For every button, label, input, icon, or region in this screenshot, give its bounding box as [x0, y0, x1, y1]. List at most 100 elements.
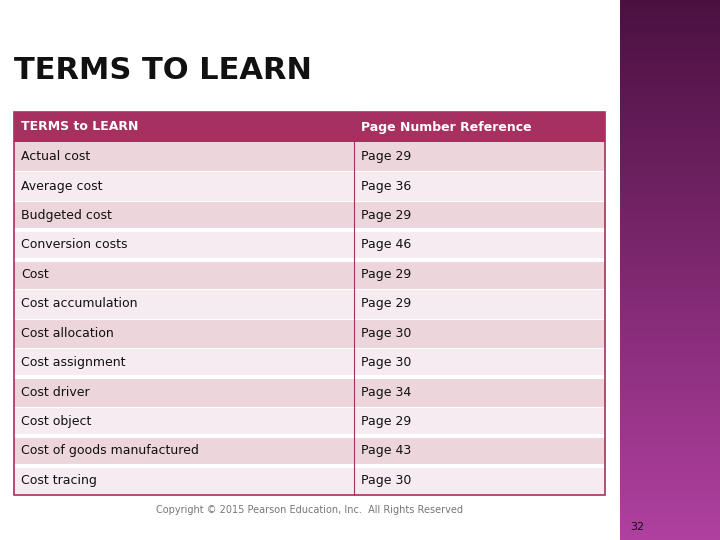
Bar: [620, 167, 720, 171]
Bar: [620, 256, 720, 260]
Bar: [620, 197, 720, 201]
Bar: [620, 73, 720, 77]
Bar: [620, 3, 720, 6]
Bar: [620, 289, 720, 293]
Bar: [620, 35, 720, 39]
Bar: [620, 30, 720, 33]
Bar: [620, 78, 720, 82]
Bar: [620, 451, 720, 455]
Bar: [620, 500, 720, 503]
Bar: [620, 68, 720, 71]
Bar: [620, 151, 720, 155]
Bar: [620, 251, 720, 255]
Bar: [620, 216, 720, 220]
Bar: [620, 246, 720, 249]
Bar: [620, 340, 720, 344]
Bar: [620, 265, 720, 268]
Bar: [620, 173, 720, 177]
Bar: [14, 319, 605, 348]
Bar: [620, 76, 720, 79]
Bar: [620, 486, 720, 490]
Bar: [620, 224, 720, 228]
Bar: [620, 270, 720, 274]
Text: Page 43: Page 43: [361, 444, 411, 457]
Text: Page 36: Page 36: [361, 180, 411, 193]
Bar: [620, 316, 720, 320]
Bar: [620, 57, 720, 60]
Text: Actual cost: Actual cost: [21, 150, 90, 163]
Bar: [620, 338, 720, 341]
Bar: [620, 508, 720, 511]
Bar: [620, 518, 720, 522]
Bar: [620, 81, 720, 85]
Bar: [620, 454, 720, 457]
Text: Page 29: Page 29: [361, 298, 411, 310]
Bar: [620, 526, 720, 530]
Bar: [620, 200, 720, 204]
Bar: [620, 14, 720, 17]
Bar: [620, 513, 720, 517]
Bar: [620, 416, 720, 420]
Bar: [620, 297, 720, 301]
Bar: [620, 105, 720, 109]
Text: 32: 32: [630, 522, 644, 531]
Text: Page 30: Page 30: [361, 356, 411, 369]
Bar: [620, 305, 720, 309]
Bar: [620, 65, 720, 69]
Bar: [14, 407, 605, 436]
Bar: [620, 348, 720, 352]
Bar: [620, 59, 720, 63]
Bar: [620, 537, 720, 540]
Bar: [620, 332, 720, 336]
Bar: [620, 103, 720, 106]
Bar: [620, 281, 720, 285]
Text: Cost accumulation: Cost accumulation: [21, 298, 138, 310]
Bar: [620, 437, 720, 441]
Bar: [620, 373, 720, 376]
Bar: [620, 138, 720, 141]
Bar: [620, 32, 720, 36]
Bar: [620, 356, 720, 360]
Bar: [620, 286, 720, 290]
Bar: [620, 259, 720, 263]
Bar: [620, 410, 720, 414]
Bar: [620, 300, 720, 303]
Bar: [620, 491, 720, 495]
Text: Cost object: Cost object: [21, 415, 91, 428]
Bar: [620, 46, 720, 50]
Text: Conversion costs: Conversion costs: [21, 239, 127, 252]
Bar: [620, 378, 720, 382]
Bar: [620, 472, 720, 476]
Bar: [620, 113, 720, 117]
Bar: [620, 54, 720, 58]
Bar: [620, 97, 720, 101]
Bar: [620, 27, 720, 31]
Bar: [620, 273, 720, 276]
Bar: [620, 119, 720, 123]
Bar: [14, 436, 605, 465]
Bar: [620, 275, 720, 279]
Bar: [620, 148, 720, 152]
Bar: [620, 389, 720, 393]
Bar: [620, 394, 720, 398]
Bar: [620, 0, 720, 4]
Bar: [620, 462, 720, 465]
Bar: [620, 122, 720, 125]
Text: TERMS to LEARN: TERMS to LEARN: [21, 120, 138, 133]
Text: Copyright © 2015 Pearson Education, Inc.  All Rights Reserved: Copyright © 2015 Pearson Education, Inc.…: [156, 505, 463, 515]
Bar: [620, 535, 720, 538]
Bar: [620, 248, 720, 252]
Bar: [620, 181, 720, 185]
Bar: [14, 112, 605, 142]
Bar: [14, 377, 605, 407]
Bar: [620, 243, 720, 247]
Bar: [620, 516, 720, 519]
Bar: [620, 176, 720, 179]
Bar: [620, 359, 720, 363]
Bar: [620, 459, 720, 463]
Text: Page 30: Page 30: [361, 474, 411, 487]
Bar: [620, 94, 720, 98]
Bar: [620, 505, 720, 509]
Bar: [620, 178, 720, 182]
Bar: [620, 132, 720, 136]
